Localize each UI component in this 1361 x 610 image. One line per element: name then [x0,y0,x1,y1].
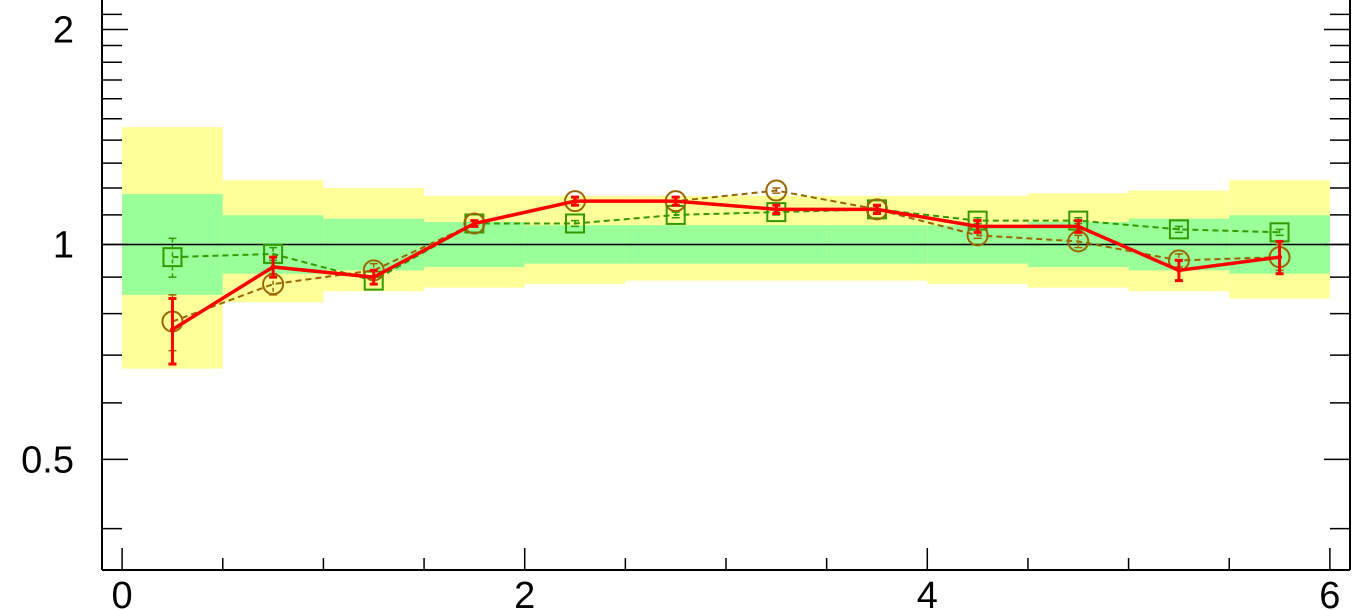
series-group [161,179,1291,366]
data-point-circle [765,179,788,202]
data-point [371,274,377,280]
tick-labels: 0 2 4 6 0.5 1 2 [21,10,1340,610]
data-point [1176,267,1182,273]
series-red-solid [168,195,1284,366]
uncertainty-bands [122,127,1330,369]
data-point [1075,223,1081,229]
data-point [572,198,578,204]
x-tick-label: 0 [112,575,133,610]
y-tick-label: 1 [53,224,74,266]
series-line [171,199,1280,332]
data-point [270,264,276,270]
x-tick-label: 4 [917,575,938,610]
data-point [874,206,880,212]
data-point [1277,254,1283,260]
axes-group [101,0,1351,571]
data-point [773,206,779,212]
y-tick-label: 0.5 [21,439,74,481]
data-point-square [565,213,586,234]
data-point-square [162,247,183,268]
data-point [673,198,679,204]
x-tick-label: 6 [1319,575,1340,610]
data-point [975,223,981,229]
data-point [471,220,477,226]
data-point-square [766,202,787,223]
series-line [172,189,1280,323]
series-line [172,208,1280,282]
x-tick-label: 2 [514,575,535,610]
data-point-square [1168,219,1189,240]
y-tick-label: 2 [53,10,74,52]
data-point [169,327,175,333]
data-point-circle [463,212,486,235]
